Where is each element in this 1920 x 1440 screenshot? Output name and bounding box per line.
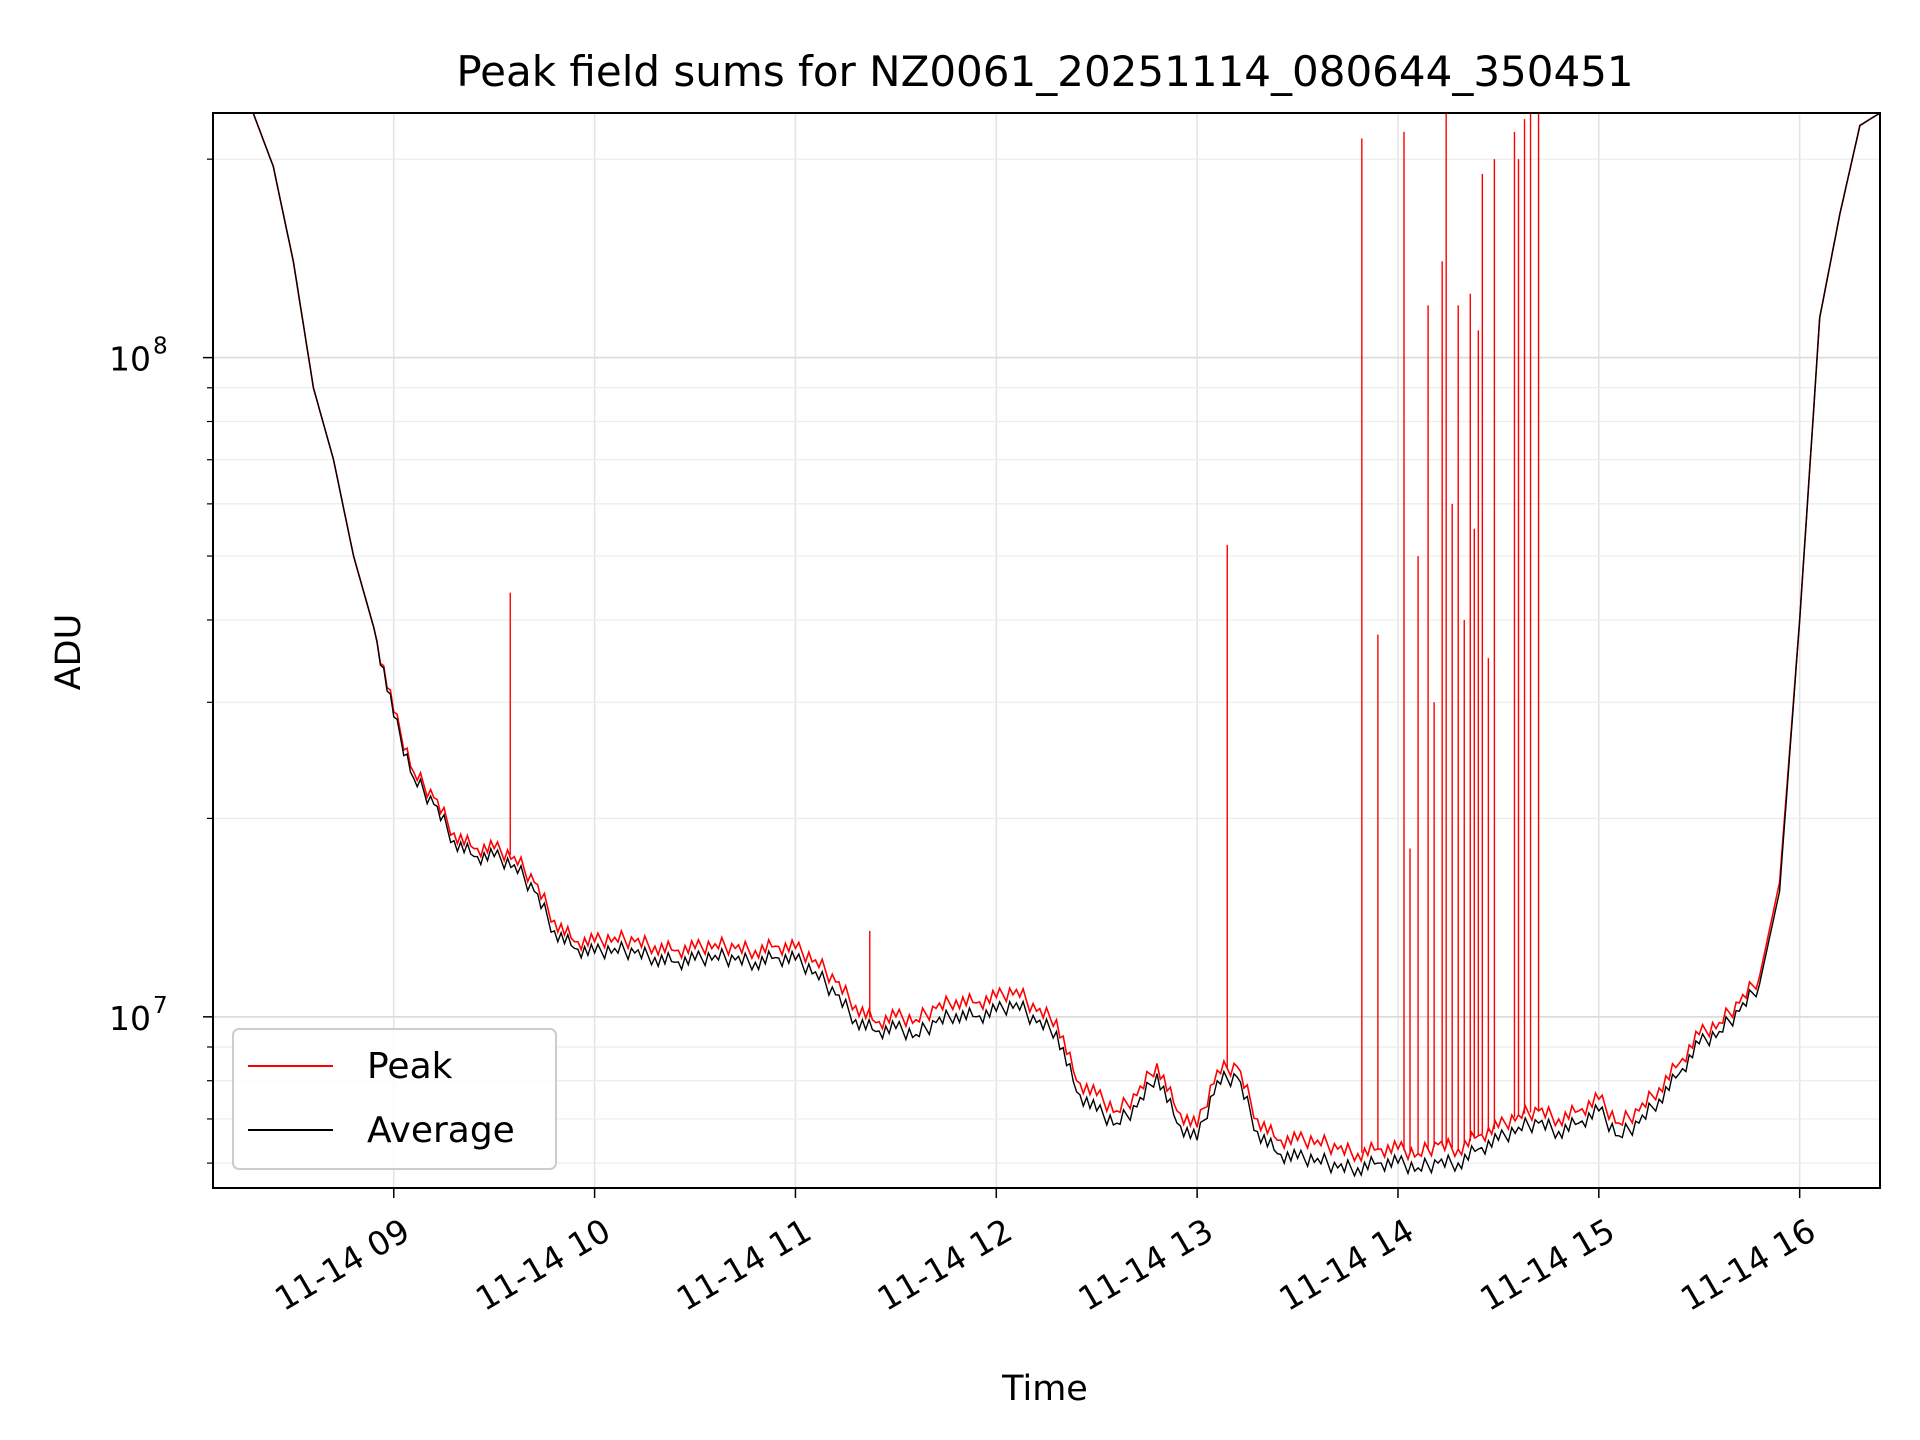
x-axis-ticks: 11-14 09 11-14 10 11-14 11 11-14 12 11-14 13…	[268, 1188, 1822, 1319]
legend: Peak Average	[232, 1028, 557, 1170]
y-tick-label-0: 10	[109, 999, 151, 1038]
x-tick-label-5: 11-14 14	[1272, 1211, 1420, 1319]
legend-average-label: Average	[367, 1110, 515, 1151]
chart-title: Peak field sums for NZ0061_20251114_0806…	[456, 47, 1633, 96]
y-axis-label: ADU	[49, 614, 89, 691]
x-tick-label-6: 11-14 15	[1473, 1211, 1621, 1319]
y-tick-exponent-0: 7	[153, 993, 168, 1019]
legend-peak-label: Peak	[367, 1046, 453, 1087]
plot-frame	[212, 112, 1881, 1189]
y-tick-label-1: 10	[109, 340, 151, 379]
x-tick-label-3: 11-14 12	[871, 1211, 1019, 1319]
y-tick-exponent-1: 8	[153, 334, 168, 360]
series-line-average	[223, 112, 1881, 1178]
grid	[213, 113, 1880, 1188]
x-tick-label-2: 11-14 11	[670, 1211, 818, 1319]
series-line-peak	[223, 112, 1881, 1164]
x-tick-label-1: 11-14 10	[469, 1211, 617, 1319]
legend-box	[232, 1028, 557, 1170]
x-tick-label-4: 11-14 13	[1072, 1211, 1220, 1319]
x-tick-label-0: 11-14 09	[268, 1211, 416, 1319]
x-tick-label-7: 11-14 16	[1674, 1211, 1822, 1319]
series-layer	[223, 112, 1881, 1178]
x-axis-label: Time	[1001, 1369, 1088, 1409]
